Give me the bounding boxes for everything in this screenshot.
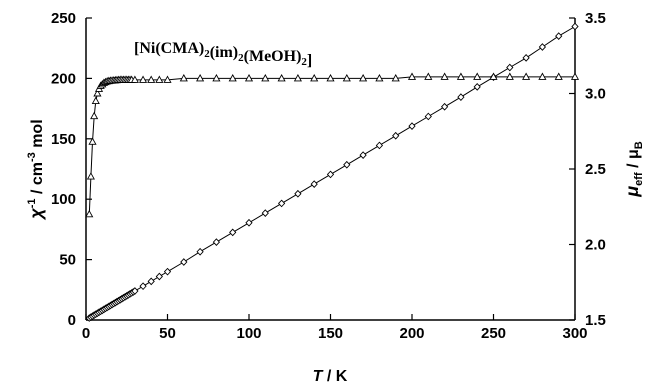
x-tick-label: 100 (236, 325, 261, 342)
diamond-point (147, 277, 155, 286)
diamond-point (212, 238, 221, 246)
series-1-line (89, 26, 576, 319)
diamond-point (359, 151, 367, 159)
ticks (85, 17, 576, 321)
tick-labels: 0 50 100 150 200 250 300 0 50 100 150 200 250 1.5 2.0 2… (51, 10, 606, 342)
diamond-point (294, 189, 302, 198)
diamond-point (310, 180, 318, 188)
y-left-tick-label: 200 (51, 70, 76, 87)
diamond-point (506, 63, 514, 72)
triangle-point (163, 75, 172, 83)
y-left-tick-label: 250 (51, 10, 76, 27)
diamond-point (457, 93, 465, 101)
triangle-point (489, 72, 498, 80)
triangle-point (88, 137, 97, 145)
y-right-tick-label: 2.5 (585, 161, 606, 178)
diamond-point (440, 102, 449, 111)
y-left-tick-label: 150 (51, 131, 76, 148)
triangle-point (424, 72, 433, 80)
y-right-tick-label: 3.0 (585, 86, 606, 103)
triangle-point (538, 72, 547, 80)
triangle-point (326, 73, 335, 82)
diamond-point (408, 122, 416, 130)
x-tick-label: 150 (318, 325, 343, 342)
diamond-point (375, 141, 384, 150)
triangle-point (244, 73, 254, 82)
triangle-point (155, 75, 164, 83)
diamond-point (180, 258, 188, 266)
triangle-point (93, 89, 102, 97)
triangle-point (196, 73, 205, 82)
compound-annotation: [Ni(CMA)2(im)2(MeOH)2] (134, 40, 312, 69)
triangle-point (212, 73, 221, 82)
triangle-point (440, 72, 449, 80)
triangle-point (293, 73, 302, 82)
diamond-point (196, 247, 204, 256)
x-axis-title: T / K (313, 368, 348, 385)
triangle-point (342, 73, 351, 82)
diamond-point (571, 22, 579, 31)
triangle-point (179, 73, 188, 82)
triangle-point (147, 75, 156, 83)
diamond-point (131, 287, 139, 295)
triangle-point (228, 73, 237, 82)
triangle-point (407, 72, 417, 80)
diamond-point (245, 218, 253, 227)
triangle-point (473, 72, 482, 80)
y-right-tick-label: 1.5 (585, 312, 606, 329)
triangle-point (505, 72, 514, 80)
triangle-point (277, 73, 286, 82)
diamond-point (473, 82, 481, 91)
triangle-point (391, 73, 400, 82)
triangle-point (91, 96, 100, 104)
triangle-point (359, 73, 368, 82)
x-tick-label: 0 (82, 325, 90, 342)
triangle-point (86, 172, 95, 180)
triangle-point (85, 209, 94, 218)
triangle-point (310, 73, 319, 82)
triangle-point (522, 72, 531, 80)
diamond-point (139, 282, 147, 291)
series-layer (85, 22, 580, 322)
diamond-point (392, 131, 400, 140)
triangle-point (130, 75, 139, 83)
y-right-tick-label: 3.5 (585, 10, 606, 27)
y-left-tick-label: 0 (68, 312, 76, 329)
y-axis-right-title: μeff / μB (622, 141, 645, 197)
triangle-point (138, 75, 148, 83)
triangle-point (456, 72, 465, 80)
y-left-tick-label: 50 (59, 252, 76, 269)
y-axis-left-title: χ-1 / cm-3 mol (26, 119, 46, 220)
diamond-point (538, 43, 547, 51)
diamond-point (261, 209, 269, 217)
diamond-point (555, 32, 563, 40)
triangle-point (375, 73, 384, 82)
diamond-point (424, 112, 432, 121)
series-2-line (88, 76, 575, 215)
diamond-point (522, 54, 530, 62)
diamond-point (343, 160, 351, 169)
triangle-point (570, 72, 580, 80)
diamond-point (229, 228, 237, 237)
x-tick-label: 300 (562, 325, 587, 342)
diamond-point (163, 267, 172, 276)
triangle-point (554, 72, 563, 80)
triangle-point (90, 111, 99, 120)
y-right-tick-label: 2.0 (585, 237, 606, 254)
triangle-point (261, 73, 270, 82)
diamond-point (326, 170, 335, 179)
x-tick-label: 50 (159, 325, 176, 342)
x-tick-label: 250 (481, 325, 506, 342)
y-left-tick-label: 100 (51, 191, 76, 208)
diamond-point (155, 272, 163, 281)
diamond-point (277, 199, 286, 208)
x-tick-label: 200 (399, 325, 424, 342)
